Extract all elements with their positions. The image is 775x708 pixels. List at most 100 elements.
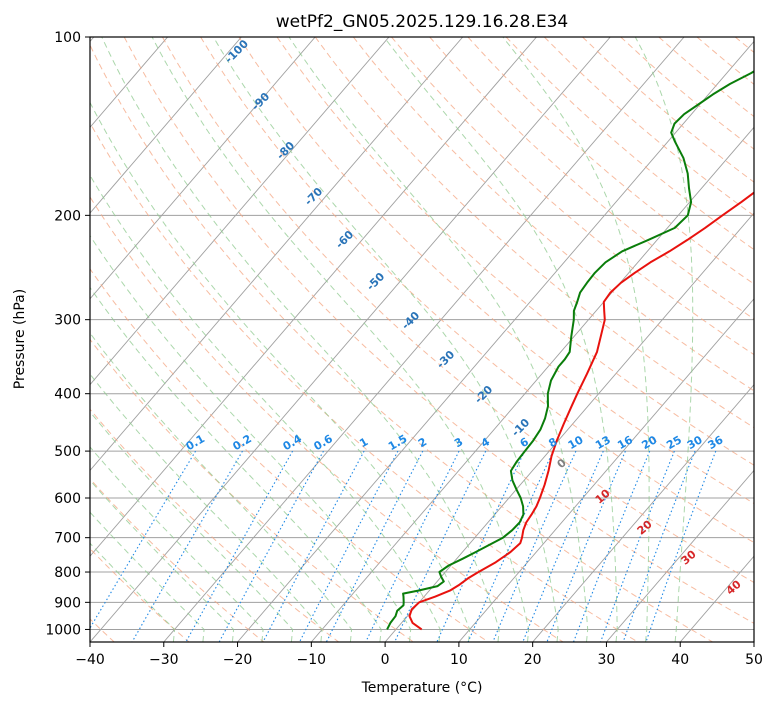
x-tick-label: 10 [450, 652, 468, 668]
mixing-ratio-line [600, 450, 675, 642]
dry-adiabat-line [505, 37, 754, 251]
dry-adiabat-label: -40 [399, 309, 422, 332]
moist-adiabat-line [90, 101, 471, 642]
y-tick-label: 500 [54, 444, 81, 460]
isotherm-line [532, 383, 754, 642]
mixing-ratio-label: 1 [357, 435, 370, 450]
x-tick-label: −10 [297, 652, 327, 668]
mixing-ratio-line [645, 450, 717, 642]
moist-adiabat-line [90, 332, 353, 642]
y-tick-label: 1000 [45, 622, 81, 638]
x-tick-label: 20 [524, 652, 542, 668]
mixing-ratio-label: 0.4 [281, 432, 305, 453]
dry-adiabat-line [90, 478, 265, 642]
y-axis-ticks: 100 200 300 400 500 600 700 800 900 1000 [45, 30, 90, 638]
isotherm-line [753, 641, 754, 642]
dry-adiabat-label: -100 [222, 37, 251, 66]
mixing-ratio-line [185, 450, 294, 642]
dry-adiabats [90, 37, 754, 642]
mixing-ratio-line [325, 450, 424, 642]
x-tick-label: −20 [223, 652, 253, 668]
y-tick-label: 600 [54, 491, 81, 507]
y-axis-label: Pressure (hPa) [12, 289, 28, 389]
profile-series [386, 70, 754, 631]
dry-adiabat-line [90, 121, 639, 642]
mixing-ratio-line [299, 450, 399, 642]
moist-adiabat-line [90, 286, 382, 642]
dry-adiabat-line [200, 37, 754, 544]
dry-adiabat-line [90, 268, 489, 642]
isotherm-line [163, 37, 685, 642]
x-axis-label: Temperature (°C) [361, 680, 483, 696]
mixing-ratio-label: 1.5 [386, 432, 409, 453]
isotherm-line [606, 469, 754, 642]
mixing-ratio-line [546, 450, 626, 642]
mixing-ratio-label: 36 [706, 433, 726, 452]
mixing-ratio-line [572, 450, 651, 642]
moist-adiabat-line [212, 37, 559, 642]
dry-adiabat-line [90, 547, 190, 642]
moist-adiabat-line [151, 37, 530, 642]
dry-adiabat-line [696, 37, 754, 86]
chart-title: wetPf2_GN05.2025.129.16.28.E34 [276, 12, 568, 32]
y-tick-label: 800 [54, 565, 81, 581]
x-axis-ticks: −40 −30 −20 −10 0 10 20 30 40 50 [75, 642, 763, 668]
moist-adiabat-line [90, 542, 176, 642]
plot-area [90, 37, 754, 642]
x-tick-label: −30 [149, 652, 179, 668]
moist-adiabat-line [90, 479, 235, 642]
plot-frame [89, 36, 755, 643]
mixing-ratio-label: 0.1 [184, 432, 207, 453]
mixing-ratio-label: 16 [615, 433, 635, 452]
dry-adiabat-line [734, 37, 754, 54]
moist-adiabat-line [383, 37, 618, 642]
y-tick-label: 200 [54, 208, 81, 224]
dry-adiabat-line [429, 37, 754, 320]
dry-adiabat-line [90, 44, 713, 642]
isotherm-line [90, 37, 537, 557]
dry-adiabat-line [352, 37, 754, 392]
mixing-ratio-label: 20 [640, 433, 660, 452]
isotherm-line [90, 37, 390, 386]
dry-adiabat-line [123, 37, 754, 624]
x-tick-label: 30 [598, 652, 616, 668]
isotherm-line [679, 555, 754, 642]
x-tick-label: 40 [671, 652, 689, 668]
isotherm-line [310, 126, 754, 642]
moist-adiabat-label: 40 [724, 577, 744, 597]
mixing-ratio-line [365, 450, 460, 642]
dewpoint-line [386, 70, 754, 630]
dry-adiabat-line [620, 37, 754, 150]
mixing-ratio-label: 3 [452, 435, 465, 450]
mixing-ratio-label: 2 [416, 435, 429, 450]
mixing-ratio-line [131, 450, 243, 642]
isotherm-line [384, 212, 754, 642]
y-tick-label: 300 [54, 313, 81, 329]
moist-adiabat-label: 10 [593, 486, 613, 506]
isotherm-line [237, 40, 754, 642]
mixing-ratio-label: 10 [566, 433, 586, 452]
moist-adiabat-line [502, 37, 650, 642]
dry-adiabat-line [582, 37, 754, 183]
isotherm-gridlines [90, 37, 754, 642]
moist-adiabat-line [90, 410, 294, 642]
isotherm-line [90, 37, 611, 642]
temperature-line [408, 191, 754, 631]
mixing-ratio-line [262, 450, 365, 642]
moist-adiabat-line [101, 37, 500, 642]
mixing-ratio-line [622, 450, 696, 642]
mixing-ratio-label: 0.6 [312, 432, 336, 453]
dry-adiabat-line [238, 37, 754, 505]
moist-adiabat-line [90, 234, 412, 642]
dry-adiabat-label: -60 [333, 228, 356, 251]
y-tick-label: 400 [54, 387, 81, 403]
x-tick-label: 0 [381, 652, 390, 668]
moist-adiabat-line [90, 373, 323, 642]
dry-adiabat-label: -20 [472, 383, 495, 406]
mixing-ratio-label: 4 [479, 435, 492, 450]
dry-adiabat-line [90, 408, 339, 642]
y-tick-label: 700 [54, 531, 81, 547]
dry-adiabat-label: -30 [434, 348, 457, 371]
y-tick-label: 100 [54, 30, 81, 46]
